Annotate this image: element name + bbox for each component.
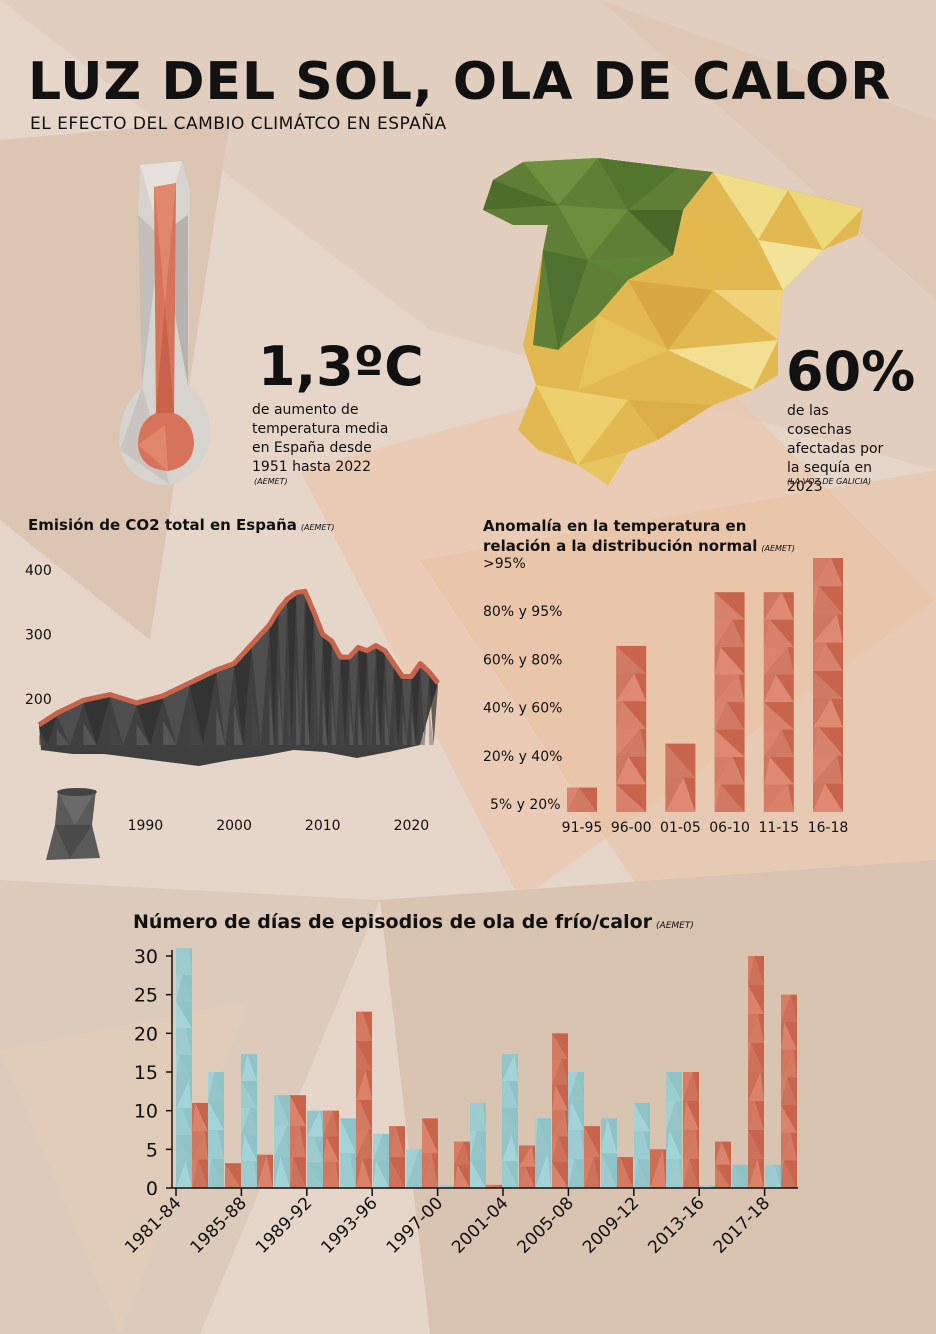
temperature-stat-value: 1,3ºC — [258, 335, 424, 398]
harvest-stat-source: (LA VOZ DE GALICIA) — [787, 477, 872, 486]
anomaly-x-tick: 96-00 — [611, 820, 652, 836]
co2-chart-title: Emisión de CO2 total en España (AEMET) — [28, 516, 335, 534]
waves-heat-series — [192, 956, 797, 1188]
anomaly-bar-group — [714, 592, 745, 812]
harvest-stat-value: 60% — [786, 340, 916, 403]
waves-y-tick: 20 — [134, 1023, 158, 1045]
temperature-stat-description: de aumento de temperatura media en Españ… — [252, 402, 389, 475]
waves-chart-source: (AEMET) — [656, 921, 694, 931]
waves-x-tick: 2017-18 — [710, 1193, 774, 1257]
co2-x-tick: 1990 — [128, 818, 164, 834]
anomaly-y-tick: 20% y 40% — [483, 749, 562, 765]
anomaly-y-tick: 80% y 95% — [483, 604, 562, 620]
co2-x-tick: 2020 — [394, 818, 430, 834]
waves-x-tick: 1997-00 — [383, 1193, 447, 1257]
anomaly-bar-group — [616, 645, 647, 812]
waves-x-tick: 1993-96 — [317, 1193, 381, 1257]
anomaly-x-tick: 16-18 — [808, 820, 849, 836]
co2-chart-source: (AEMET) — [300, 523, 335, 532]
waves-x-tick: 2001-04 — [448, 1193, 512, 1257]
co2-facets — [39, 594, 438, 745]
waves-x-tick: 2009-12 — [579, 1193, 643, 1257]
co2-chimney-illustration — [46, 788, 100, 860]
waves-y-tick: 15 — [134, 1062, 158, 1084]
co2-chart: 400 300 200 1990 2000 2010 2020 — [25, 563, 440, 860]
waves-chart-title-text: Número de días de episodios de ola de fr… — [133, 911, 653, 933]
page-subtitle: EL EFECTO DEL CAMBIO CLIMÁTCO EN ESPAÑA — [30, 114, 447, 134]
co2-y-tick: 400 — [25, 563, 52, 579]
harvest-stat-description: de las cosechas afectadas por la sequía … — [787, 403, 884, 495]
anomaly-bar-group — [567, 787, 597, 812]
anomaly-chart-title-text: Anomalía en la temperatura en relación a… — [483, 517, 758, 555]
waves-y-tick: 5 — [146, 1139, 158, 1161]
co2-line — [37, 588, 440, 727]
waves-y-tick: 0 — [146, 1178, 158, 1200]
anomaly-bar-group — [665, 743, 696, 812]
co2-x-tick: 2000 — [216, 818, 252, 834]
anomaly-y-tick: 40% y 60% — [483, 701, 562, 717]
temperature-stat-source: (AEMET) — [254, 477, 288, 486]
anomaly-x-tick: 11-15 — [758, 820, 799, 836]
co2-y-tick: 300 — [25, 628, 52, 644]
anomaly-y-tick: 5% y 20% — [490, 797, 561, 813]
thermometer-illustration — [119, 161, 211, 485]
anomaly-chart-source: (AEMET) — [761, 544, 795, 553]
waves-x-tick: 1981-84 — [121, 1193, 185, 1257]
anomaly-y-tick: >95% — [483, 556, 526, 572]
waves-y-tick: 30 — [134, 946, 158, 968]
co2-x-tick: 2010 — [305, 818, 341, 834]
waves-y-tick: 10 — [134, 1101, 158, 1123]
anomaly-x-tick: 06-10 — [709, 820, 750, 836]
anomaly-bar-group — [813, 558, 843, 812]
waves-y-tick: 25 — [134, 985, 158, 1007]
page-title: LUZ DEL SOL, OLA DE CALOR — [28, 52, 892, 112]
waves-chart-title: Número de días de episodios de ola de fr… — [133, 911, 694, 933]
waves-x-tick: 2013-16 — [644, 1193, 708, 1257]
waves-x-tick: 1989-92 — [252, 1193, 316, 1257]
co2-y-tick: 200 — [25, 692, 52, 708]
anomaly-chart-title: Anomalía en la temperatura en relación a… — [483, 516, 813, 559]
anomaly-y-tick: 60% y 80% — [483, 652, 562, 668]
spain-map-illustration — [483, 158, 863, 485]
anomaly-x-tick: 01-05 — [660, 820, 701, 836]
waves-x-tick: 2005-08 — [514, 1193, 578, 1257]
waves-cold-series — [176, 948, 781, 1188]
co2-chart-title-text: Emisión de CO2 total en España — [28, 516, 297, 534]
waves-x-tick: 1985-88 — [187, 1193, 251, 1257]
anomaly-chart: 91-95 96-00 01-05 06-10 11-15 16-18 >95% 80% y … — [483, 556, 849, 836]
anomaly-bar-group — [763, 592, 794, 812]
anomaly-x-tick: 91-95 — [562, 820, 603, 836]
